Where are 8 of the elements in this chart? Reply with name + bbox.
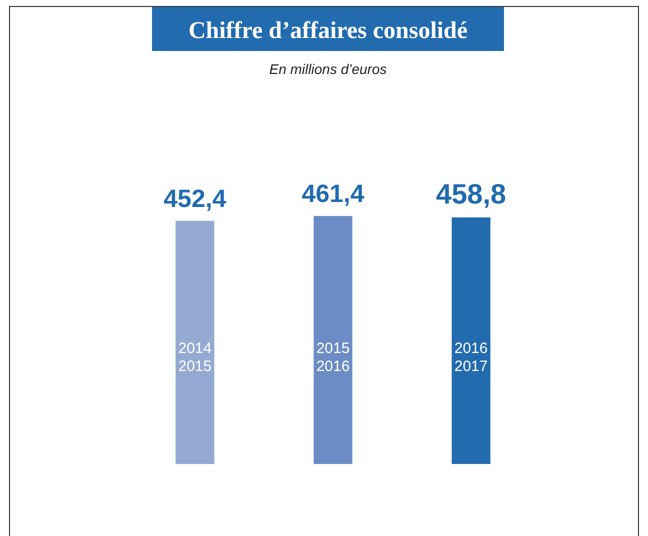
chart-subtitle: En millions d’euros [269, 61, 387, 77]
x-tick-label: 2015 2016 [316, 340, 350, 375]
data-label: 458,8 [436, 178, 506, 210]
data-label: 461,4 [302, 180, 364, 208]
data-label: 452,4 [164, 184, 226, 213]
x-tick-label: 2016 2017 [454, 340, 488, 375]
x-tick-label: 2014 2015 [178, 340, 212, 375]
chart-title: Chiffre d’affaires consolidé [188, 18, 468, 44]
